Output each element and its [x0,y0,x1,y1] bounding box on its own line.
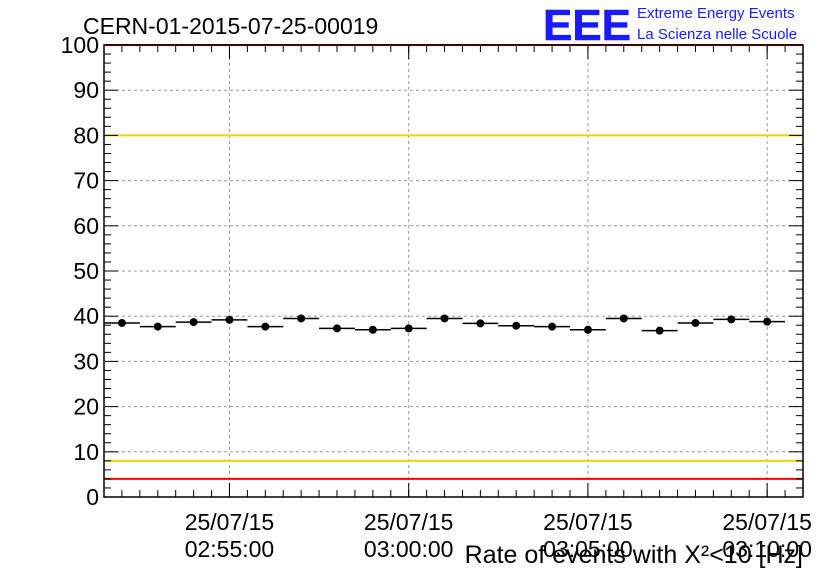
x-axis-label: Rate of events with X²<10 [Hz] [465,541,803,569]
logo-mark: EEE [543,1,631,50]
data-point [368,325,377,334]
x-tick-label-date: 25/07/15 [185,509,275,535]
data-point [297,314,306,323]
logo-line-1: Extreme Energy Events [637,5,795,22]
data-point [440,314,449,323]
data-point [691,318,700,327]
y-tick-label: 90 [73,77,99,103]
y-tick-label: 40 [73,303,99,329]
data-point [583,325,592,334]
data-point [548,322,557,331]
chart-title: CERN-01-2015-07-25-00019 [83,13,378,39]
y-tick-label: 30 [73,348,99,374]
y-tick-label: 100 [61,32,99,58]
x-axis: 25/07/1502:55:0025/07/1503:00:0025/07/15… [103,45,812,562]
data-point [225,315,234,324]
eee-logo: EEE Extreme Energy Events La Scienza nel… [543,1,797,51]
data-point [189,318,198,327]
x-tick-label-date: 25/07/15 [722,509,812,535]
x-tick-label-date: 25/07/15 [364,509,454,535]
y-tick-label: 70 [73,168,99,194]
data-point [655,326,664,335]
y-tick-label: 80 [73,122,99,148]
y-tick-label: 50 [73,258,99,284]
data-point [619,314,628,323]
x-tick-label-date: 25/07/15 [543,509,633,535]
y-tick-label: 10 [73,439,99,465]
y-tick-label: 0 [86,484,99,510]
x-tick-label-time: 03:00:00 [364,536,454,562]
grid [104,45,803,497]
x-tick-label-time: 03:05:00 [543,536,633,562]
data-series [104,314,786,335]
data-point [117,318,126,327]
data-point [404,324,413,333]
data-point [763,317,772,326]
x-tick-label-time: 03:10:00 [722,536,812,562]
data-point [333,324,341,333]
data-point [261,322,270,331]
x-tick-label-time: 02:55:00 [185,536,275,562]
y-tick-label: 60 [73,213,99,239]
reference-lines [104,44,803,480]
data-point [512,321,521,330]
data-point [727,315,736,324]
data-point [476,319,485,328]
data-point [153,322,162,331]
logo-line-2: La Scienza nelle Scuole [637,26,797,43]
y-tick-label: 20 [73,394,99,420]
y-axis: 0 10 20 30 40 50 60 70 80 90 100 [61,32,803,510]
